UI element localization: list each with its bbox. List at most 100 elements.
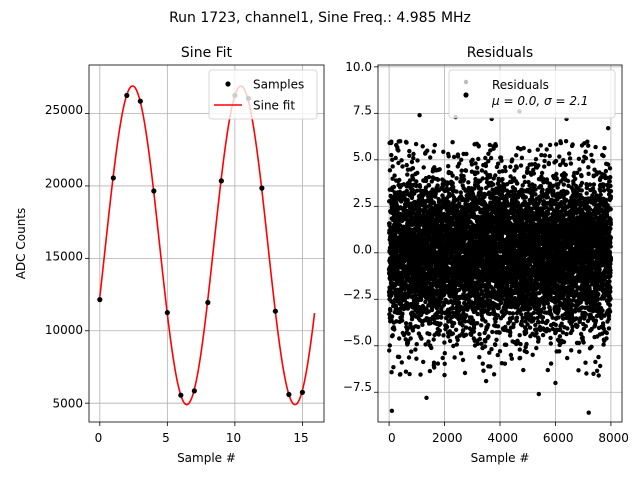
residual-point	[510, 157, 515, 162]
residual-point	[450, 305, 455, 310]
residual-point	[432, 142, 437, 148]
residual-point	[458, 351, 464, 356]
residual-point	[464, 151, 469, 157]
residual-point	[503, 168, 508, 174]
residual-point	[493, 342, 498, 347]
left-axes: Sine Fit 0 5 10 15 5000 10000 15000 2000…	[14, 45, 325, 465]
residual-point	[404, 162, 409, 168]
left-ticks: 0 5 10 15 5000 10000 15000 20000 25000	[45, 103, 309, 445]
residual-point	[473, 161, 478, 166]
left-y-axis-label: ADC Counts	[14, 208, 28, 280]
residual-point	[407, 148, 412, 154]
residual-point	[517, 333, 522, 338]
residual-point	[398, 372, 403, 377]
legend-fit-label: Sine fit	[253, 99, 295, 113]
residual-point	[423, 185, 429, 190]
residual-point	[396, 148, 401, 153]
residual-point	[432, 315, 437, 321]
residual-point	[451, 321, 457, 326]
sample-point	[164, 310, 170, 316]
residual-point	[442, 361, 447, 366]
residual-point	[500, 177, 505, 182]
residual-point	[510, 311, 516, 316]
residual-point	[409, 349, 414, 354]
residual-point	[486, 322, 491, 328]
residual-point	[447, 203, 452, 208]
residual-point	[493, 143, 499, 148]
residual-point	[392, 327, 397, 332]
left-x-tick-label: 0	[95, 431, 103, 445]
residual-point	[387, 348, 392, 353]
residual-point	[471, 326, 477, 331]
residual-point	[518, 163, 524, 168]
left-axes-frame	[88, 64, 325, 423]
left-x-tick-label: 5	[162, 431, 170, 445]
residual-point	[446, 200, 451, 205]
sample-point	[191, 388, 197, 394]
left-x-axis-label: Sample #	[177, 451, 236, 465]
residual-point	[447, 338, 453, 344]
residual-point	[469, 162, 475, 167]
left-y-tick-label: 20000	[45, 176, 83, 190]
residual-point	[388, 308, 393, 313]
residual-point	[451, 343, 456, 349]
residual-point	[486, 334, 491, 339]
residual-point	[391, 184, 397, 190]
residual-point	[437, 328, 442, 333]
left-legend-box	[208, 69, 318, 120]
residual-point	[389, 139, 394, 144]
residual-point	[411, 177, 416, 182]
residual-point	[401, 332, 407, 338]
residual-point	[441, 178, 446, 183]
residual-point	[387, 168, 393, 173]
residual-point	[400, 164, 405, 169]
residual-point	[454, 189, 459, 194]
residual-point	[387, 343, 392, 348]
residual-point	[517, 347, 522, 352]
residual-point	[521, 145, 526, 151]
residual-point	[425, 148, 430, 153]
residual-point	[476, 144, 481, 149]
residual-point	[446, 334, 451, 339]
residual-point	[412, 191, 417, 196]
sample-point	[272, 308, 278, 314]
residual-point	[435, 183, 440, 188]
residual-point	[439, 314, 444, 320]
residual-point	[476, 156, 481, 162]
residual-point	[435, 177, 441, 182]
residual-point	[407, 371, 412, 377]
residual-point	[463, 325, 469, 330]
residual-point	[495, 352, 500, 358]
residual-point	[519, 155, 525, 160]
residual-point	[442, 372, 447, 378]
residual-point	[441, 333, 446, 338]
residual-point	[512, 188, 518, 194]
residual-point	[408, 336, 413, 341]
residual-point	[397, 336, 402, 341]
residual-points	[386, 109, 614, 415]
residual-point	[411, 151, 416, 157]
residual-point	[455, 337, 460, 343]
residual-point	[403, 369, 409, 374]
residual-point	[517, 355, 523, 361]
residual-point	[488, 155, 494, 161]
residual-point	[450, 173, 455, 178]
residual-point	[435, 361, 441, 366]
residual-point	[438, 321, 443, 326]
residual-point	[499, 158, 504, 163]
residual-point	[514, 153, 519, 158]
figure-suptitle: Run 1723, channel1, Sine Freq.: 4.985 MH…	[169, 10, 471, 26]
sample-point	[286, 391, 292, 398]
residual-point	[429, 307, 435, 313]
residual-point	[436, 332, 441, 337]
residual-point	[456, 309, 462, 314]
residual-point	[440, 355, 445, 361]
residual-point	[399, 158, 404, 163]
residual-point	[405, 197, 410, 203]
residual-point	[388, 293, 394, 298]
residual-point	[470, 157, 475, 162]
residual-point	[477, 355, 482, 360]
residual-point	[457, 161, 462, 166]
legend-samples-marker	[225, 81, 231, 87]
residual-point	[459, 157, 464, 162]
